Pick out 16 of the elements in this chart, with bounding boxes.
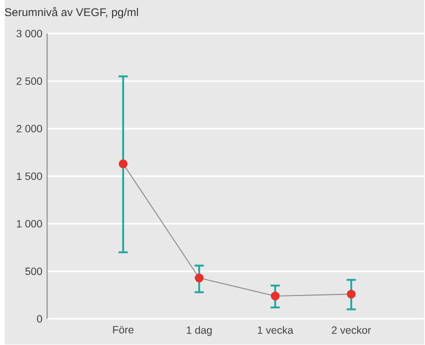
x-tick-label: 1 dag (186, 326, 212, 336)
y-tick-label: 0 (37, 315, 42, 323)
point (346, 290, 356, 299)
y-tick-label: 2 500 (16, 78, 42, 86)
x-tick-label: 2 veckor (332, 326, 371, 334)
y-tick-label: 1 500 (16, 172, 42, 180)
point (194, 274, 204, 283)
point (118, 160, 128, 168)
y-axis-title: Serumnivå av VEGF, pg/ml (4, 7, 138, 19)
x-tick-label: 1 vecka (258, 326, 294, 334)
y-tick-label: 3 000 (16, 30, 42, 38)
y-tick-label: 1 000 (16, 220, 42, 228)
y-tick-label: 500 (25, 268, 42, 276)
point (270, 292, 280, 301)
x-tick-label: Före (113, 326, 134, 334)
y-tick-label: 2 000 (16, 125, 42, 133)
